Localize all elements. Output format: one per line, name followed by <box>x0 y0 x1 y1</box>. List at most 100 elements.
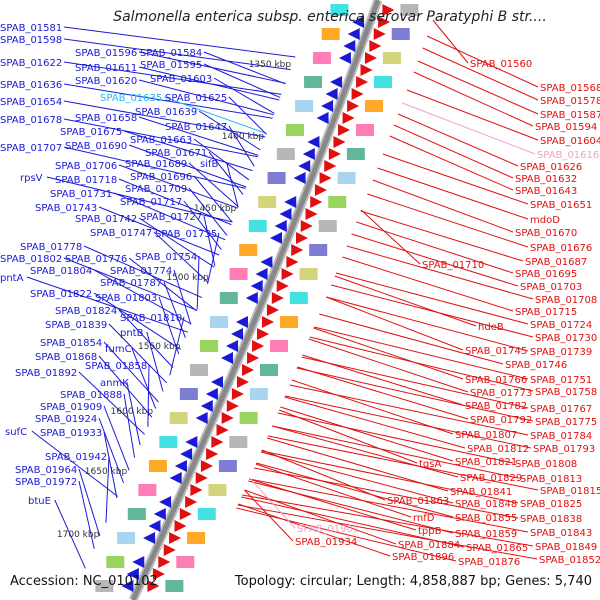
gene-label-left: SPAB_01654 <box>0 97 62 108</box>
gene-label-left: SPAB_01735 <box>155 229 217 240</box>
feature-block <box>165 580 184 592</box>
reverse-gene-arrow <box>300 220 313 232</box>
gene-label-left: SPAB_01787 <box>100 278 162 289</box>
gene-label-right: SPAB_01821 <box>455 457 517 468</box>
forward-gene-arrow <box>298 160 311 172</box>
feature-block <box>391 28 410 40</box>
gene-leader-line <box>46 176 233 223</box>
gene-label-right: SPAB_01715 <box>515 307 577 318</box>
gene-leader-line <box>228 96 267 135</box>
gene-leader-line <box>183 200 222 250</box>
gene-leader-line <box>188 187 228 236</box>
gene-leader-line <box>131 347 157 409</box>
gene-label-left: SPAB_01595 <box>140 60 202 71</box>
forward-gene-arrow <box>235 316 248 328</box>
gene-label-right: SPAB_01829 <box>460 473 522 484</box>
reverse-gene-arrow <box>333 136 346 148</box>
reverse-gene-arrow <box>152 568 165 580</box>
gene-leader-line <box>356 221 514 274</box>
gene-leader-line <box>389 135 514 191</box>
genome-title: Salmonella enterica subsp. enterica sero… <box>113 9 547 25</box>
reverse-gene-arrow <box>252 340 265 352</box>
gene-leader-line <box>78 468 101 537</box>
forward-gene-arrow <box>302 148 315 160</box>
reverse-gene-arrow <box>200 460 213 472</box>
gene-label-right: SPAB_01934 <box>295 537 357 548</box>
feature-block <box>260 364 279 376</box>
gene-leader-line <box>330 284 534 338</box>
gene-leader-line <box>153 231 209 283</box>
gene-label-left: SPAB_01581 <box>0 23 62 34</box>
reverse-gene-arrow <box>271 292 284 304</box>
gene-label-left: SPAB_01776 <box>65 254 127 265</box>
reverse-gene-arrow <box>158 556 171 568</box>
gene-leader-line <box>213 77 275 114</box>
reverse-gene-arrow <box>195 472 208 484</box>
feature-block <box>229 436 248 448</box>
gene-leader-line <box>261 449 386 501</box>
gene-label-left: SPAB_01822 <box>30 289 92 300</box>
gene-leader-line <box>313 327 464 380</box>
reverse-gene-arrow <box>257 328 270 340</box>
gene-leader-line <box>326 296 464 351</box>
gene-label-right: SPAB_01843 <box>530 528 592 539</box>
gene-leader-line <box>198 110 261 151</box>
gene-label-right: SPAB_01813 <box>520 474 582 485</box>
feature-block <box>365 100 384 112</box>
gene-label-left: SPAB_01854 <box>40 338 102 349</box>
gene-label-right: SPAB_01838 <box>520 514 582 525</box>
reverse-gene-arrow <box>221 412 234 424</box>
gene-leader-line <box>236 507 457 562</box>
gene-leader-line <box>103 405 130 471</box>
gene-leader-line <box>203 51 286 85</box>
gene-label-left: SPAB_01622 <box>0 58 62 69</box>
gene-label-left: SPAB_01924 <box>35 414 97 425</box>
gene-leader-line <box>360 209 421 265</box>
gene-leader-line <box>284 395 532 449</box>
forward-gene-arrow <box>180 448 193 460</box>
gene-label-left: SPAB_01964 <box>15 465 77 476</box>
forward-gene-arrow <box>250 280 263 292</box>
forward-gene-arrow <box>195 412 208 424</box>
reverse-gene-arrow <box>351 88 364 100</box>
gene-label-right: SPAB_01626 <box>520 162 582 173</box>
gene-label-right: SPAB_01884 <box>398 540 460 551</box>
feature-block <box>117 532 136 544</box>
gene-label-left: SPAB_01611 <box>75 63 137 74</box>
gene-label-left: SPAB_01690 <box>65 141 127 152</box>
gene-label-left: SPAB_01706 <box>55 161 117 172</box>
gene-leader-line <box>228 125 255 167</box>
gene-leader-line <box>413 71 534 127</box>
gene-leader-line <box>118 164 238 209</box>
forward-gene-arrow <box>269 232 282 244</box>
gene-label-right: SPAB_01792 <box>470 415 532 426</box>
forward-gene-arrow <box>321 100 334 112</box>
gene-leader-line <box>342 256 514 312</box>
gene-leader-line <box>108 323 167 384</box>
gene-label-left: SPAB_01858 <box>85 361 147 372</box>
forward-gene-arrow <box>330 76 343 88</box>
feature-block <box>176 556 195 568</box>
gene-label-right: SPAB_01616 <box>537 150 599 161</box>
scale-tick-label: 1650 kbp <box>85 467 128 477</box>
gene-leader-line <box>63 118 258 158</box>
gene-leader-line <box>128 257 197 312</box>
gene-leader-line <box>146 331 164 392</box>
gene-leader-line <box>207 232 220 285</box>
feature-block <box>169 412 188 424</box>
feature-block <box>258 196 277 208</box>
forward-gene-arrow <box>316 112 329 124</box>
scale-tick-label: 1500 kbp <box>166 273 209 283</box>
gene-label-left: SPAB_01892 <box>15 368 77 379</box>
gene-label-right: SPAB_01724 <box>530 320 592 331</box>
gene-leader-line <box>351 233 519 287</box>
gene-leader-line <box>296 367 534 422</box>
scale-tick-label: 1450 kbp <box>194 204 237 214</box>
gene-label-right: SPAB_01808 <box>515 459 577 470</box>
gene-leader-line <box>417 60 539 115</box>
reverse-gene-arrow <box>378 16 391 28</box>
gene-leader-line <box>123 130 253 172</box>
gene-label-right: SPAB_01651 <box>530 200 592 211</box>
scale-tick-label: 1600 kbp <box>111 407 154 417</box>
gene-leader-line <box>426 35 539 88</box>
